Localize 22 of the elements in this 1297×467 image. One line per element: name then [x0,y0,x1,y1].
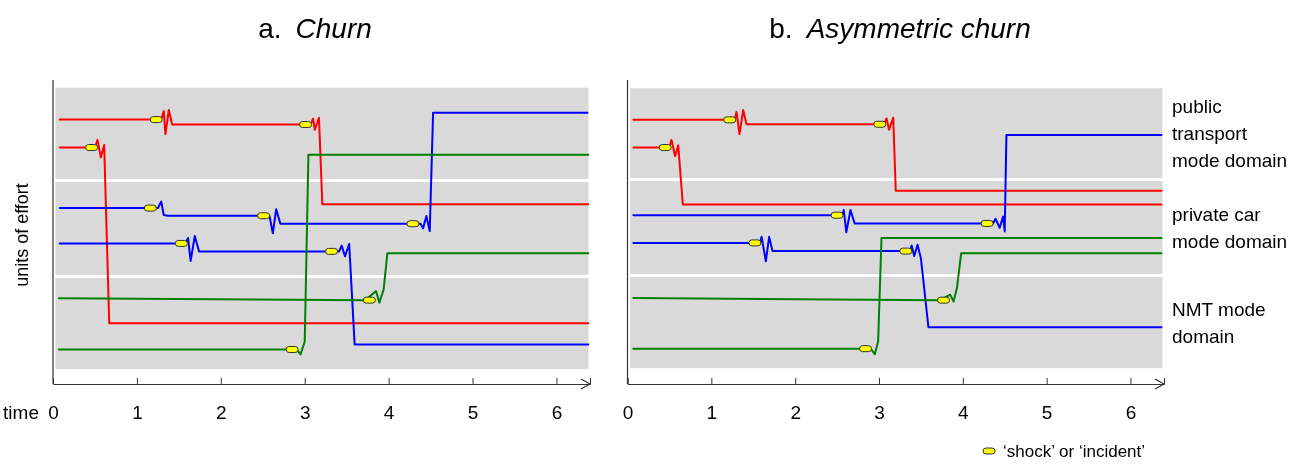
x-tick-label: 4 [383,402,395,424]
x-axis-title: time [3,402,39,423]
x-tick-label: 0 [622,402,634,424]
x-tick-label: 4 [958,402,970,424]
x-tick-label: 1 [132,402,143,424]
chart-title: a. Churn [258,13,372,44]
band-label: private car mode domain [1172,204,1288,253]
chart-title: b. Asymmetric churn [769,13,1031,44]
x-tick-label: 3 [874,402,885,424]
x-tick-label: 1 [706,402,718,424]
y-axis-title: units of effort [12,183,32,287]
x-tick-label: 5 [467,402,479,424]
x-tick-label: 0 [48,402,59,424]
legend-label: ‘shock’ or ‘incident’ [1003,442,1146,461]
x-tick-label: 2 [790,402,801,424]
x-tick-label: 6 [551,402,563,424]
band-label: public transport mode domain [1172,96,1288,172]
x-tick-label: 5 [1041,402,1053,424]
band-label: NMT mode domain [1172,299,1266,348]
x-tick-label: 6 [1125,402,1137,424]
x-tick-label: 3 [299,402,311,424]
x-tick-label: 2 [216,402,227,424]
